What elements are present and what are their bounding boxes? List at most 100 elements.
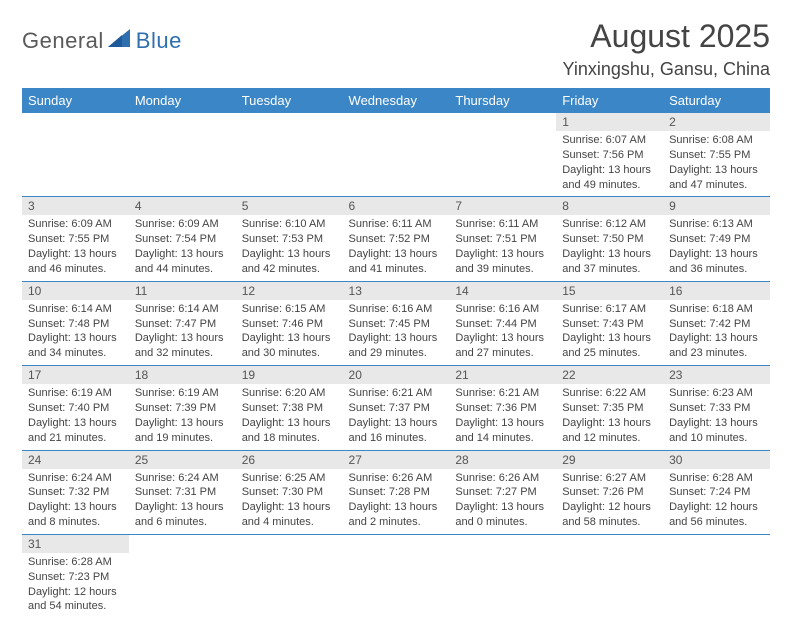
day-data-line: and 18 minutes. bbox=[242, 431, 337, 446]
day-header: Sunday bbox=[22, 88, 129, 113]
day-data-line: Sunset: 7:56 PM bbox=[562, 148, 657, 163]
day-data: Sunrise: 6:21 AMSunset: 7:36 PMDaylight:… bbox=[449, 384, 556, 449]
day-data: Sunrise: 6:15 AMSunset: 7:46 PMDaylight:… bbox=[236, 300, 343, 365]
day-data-line: and 49 minutes. bbox=[562, 178, 657, 193]
calendar-week-row: 31Sunrise: 6:28 AMSunset: 7:23 PMDayligh… bbox=[22, 534, 770, 618]
calendar-cell: 19Sunrise: 6:20 AMSunset: 7:38 PMDayligh… bbox=[236, 366, 343, 450]
day-data-line: and 32 minutes. bbox=[135, 346, 230, 361]
day-data-line: Sunset: 7:50 PM bbox=[562, 232, 657, 247]
calendar-cell: 23Sunrise: 6:23 AMSunset: 7:33 PMDayligh… bbox=[663, 366, 770, 450]
day-data-line: Sunset: 7:43 PM bbox=[562, 317, 657, 332]
calendar-cell: 31Sunrise: 6:28 AMSunset: 7:23 PMDayligh… bbox=[22, 534, 129, 618]
day-data-line: Sunset: 7:24 PM bbox=[669, 485, 764, 500]
day-data-line: Daylight: 13 hours bbox=[562, 331, 657, 346]
day-data: Sunrise: 6:13 AMSunset: 7:49 PMDaylight:… bbox=[663, 215, 770, 280]
day-number: 19 bbox=[236, 366, 343, 384]
day-data-line: Daylight: 13 hours bbox=[455, 247, 550, 262]
day-data-line: Sunset: 7:47 PM bbox=[135, 317, 230, 332]
day-data-line: Daylight: 13 hours bbox=[562, 163, 657, 178]
day-data-line: Sunrise: 6:13 AM bbox=[669, 217, 764, 232]
calendar-week-row: 3Sunrise: 6:09 AMSunset: 7:55 PMDaylight… bbox=[22, 197, 770, 281]
calendar-cell: 9Sunrise: 6:13 AMSunset: 7:49 PMDaylight… bbox=[663, 197, 770, 281]
day-data: Sunrise: 6:07 AMSunset: 7:56 PMDaylight:… bbox=[556, 131, 663, 196]
day-data-line: and 58 minutes. bbox=[562, 515, 657, 530]
day-data-line: Daylight: 13 hours bbox=[242, 331, 337, 346]
day-data-line: Sunset: 7:30 PM bbox=[242, 485, 337, 500]
page-header: General Blue August 2025 Yinxingshu, Gan… bbox=[22, 18, 770, 80]
day-data-line: Sunrise: 6:09 AM bbox=[28, 217, 123, 232]
day-data-line: Sunset: 7:52 PM bbox=[349, 232, 444, 247]
calendar-cell: 25Sunrise: 6:24 AMSunset: 7:31 PMDayligh… bbox=[129, 450, 236, 534]
day-data-line: and 10 minutes. bbox=[669, 431, 764, 446]
day-number: 7 bbox=[449, 197, 556, 215]
day-data-line: and 23 minutes. bbox=[669, 346, 764, 361]
day-number: 12 bbox=[236, 282, 343, 300]
day-data-line: Sunset: 7:37 PM bbox=[349, 401, 444, 416]
calendar-header-row: SundayMondayTuesdayWednesdayThursdayFrid… bbox=[22, 88, 770, 113]
calendar-cell bbox=[663, 534, 770, 618]
day-data-line: Sunrise: 6:26 AM bbox=[349, 471, 444, 486]
day-data-line: Daylight: 13 hours bbox=[135, 416, 230, 431]
day-data: Sunrise: 6:19 AMSunset: 7:39 PMDaylight:… bbox=[129, 384, 236, 449]
logo: General Blue bbox=[22, 18, 182, 54]
day-data-line: Daylight: 13 hours bbox=[562, 247, 657, 262]
day-data-line: Sunrise: 6:26 AM bbox=[455, 471, 550, 486]
day-data: Sunrise: 6:24 AMSunset: 7:32 PMDaylight:… bbox=[22, 469, 129, 534]
title-block: August 2025 Yinxingshu, Gansu, China bbox=[563, 18, 770, 80]
sail-icon bbox=[108, 29, 134, 49]
day-data-line: Sunrise: 6:22 AM bbox=[562, 386, 657, 401]
day-data-line: and 44 minutes. bbox=[135, 262, 230, 277]
day-data-line: Sunset: 7:54 PM bbox=[135, 232, 230, 247]
day-data-line: Sunset: 7:31 PM bbox=[135, 485, 230, 500]
day-data-line: and 39 minutes. bbox=[455, 262, 550, 277]
day-data-line: Sunrise: 6:21 AM bbox=[455, 386, 550, 401]
calendar-cell: 22Sunrise: 6:22 AMSunset: 7:35 PMDayligh… bbox=[556, 366, 663, 450]
day-number: 27 bbox=[343, 451, 450, 469]
day-data: Sunrise: 6:20 AMSunset: 7:38 PMDaylight:… bbox=[236, 384, 343, 449]
day-data-line: Daylight: 13 hours bbox=[349, 500, 444, 515]
day-data-line: Sunset: 7:55 PM bbox=[669, 148, 764, 163]
day-number: 6 bbox=[343, 197, 450, 215]
day-data: Sunrise: 6:26 AMSunset: 7:28 PMDaylight:… bbox=[343, 469, 450, 534]
day-data-line: Daylight: 13 hours bbox=[135, 500, 230, 515]
calendar-cell: 10Sunrise: 6:14 AMSunset: 7:48 PMDayligh… bbox=[22, 281, 129, 365]
day-data-line: Sunrise: 6:14 AM bbox=[135, 302, 230, 317]
day-data-line: Sunrise: 6:27 AM bbox=[562, 471, 657, 486]
day-number: 18 bbox=[129, 366, 236, 384]
day-data-line: Sunrise: 6:25 AM bbox=[242, 471, 337, 486]
day-data: Sunrise: 6:24 AMSunset: 7:31 PMDaylight:… bbox=[129, 469, 236, 534]
day-data-line: and 25 minutes. bbox=[562, 346, 657, 361]
day-data: Sunrise: 6:26 AMSunset: 7:27 PMDaylight:… bbox=[449, 469, 556, 534]
day-data-line: Sunrise: 6:11 AM bbox=[455, 217, 550, 232]
calendar-cell bbox=[556, 534, 663, 618]
day-number: 16 bbox=[663, 282, 770, 300]
day-data-line: and 2 minutes. bbox=[349, 515, 444, 530]
day-number: 25 bbox=[129, 451, 236, 469]
day-data: Sunrise: 6:17 AMSunset: 7:43 PMDaylight:… bbox=[556, 300, 663, 365]
day-number: 30 bbox=[663, 451, 770, 469]
day-data-line: Sunset: 7:40 PM bbox=[28, 401, 123, 416]
day-data-line: and 27 minutes. bbox=[455, 346, 550, 361]
day-data: Sunrise: 6:09 AMSunset: 7:54 PMDaylight:… bbox=[129, 215, 236, 280]
day-data-line: and 19 minutes. bbox=[135, 431, 230, 446]
day-data-line: Sunrise: 6:12 AM bbox=[562, 217, 657, 232]
day-data: Sunrise: 6:22 AMSunset: 7:35 PMDaylight:… bbox=[556, 384, 663, 449]
calendar-week-row: 10Sunrise: 6:14 AMSunset: 7:48 PMDayligh… bbox=[22, 281, 770, 365]
day-data-line: Daylight: 13 hours bbox=[242, 247, 337, 262]
day-data-line: and 54 minutes. bbox=[28, 599, 123, 614]
calendar-cell: 15Sunrise: 6:17 AMSunset: 7:43 PMDayligh… bbox=[556, 281, 663, 365]
day-data-line: Sunset: 7:28 PM bbox=[349, 485, 444, 500]
day-data-line: Daylight: 13 hours bbox=[669, 247, 764, 262]
day-data-line: Sunset: 7:48 PM bbox=[28, 317, 123, 332]
calendar-cell: 29Sunrise: 6:27 AMSunset: 7:26 PMDayligh… bbox=[556, 450, 663, 534]
day-data-line: Sunset: 7:27 PM bbox=[455, 485, 550, 500]
day-data-line: and 21 minutes. bbox=[28, 431, 123, 446]
day-number: 26 bbox=[236, 451, 343, 469]
day-data: Sunrise: 6:14 AMSunset: 7:47 PMDaylight:… bbox=[129, 300, 236, 365]
day-data-line: Daylight: 13 hours bbox=[349, 247, 444, 262]
calendar-cell: 11Sunrise: 6:14 AMSunset: 7:47 PMDayligh… bbox=[129, 281, 236, 365]
day-number: 22 bbox=[556, 366, 663, 384]
day-data-line: Sunrise: 6:21 AM bbox=[349, 386, 444, 401]
day-number: 20 bbox=[343, 366, 450, 384]
calendar-cell: 7Sunrise: 6:11 AMSunset: 7:51 PMDaylight… bbox=[449, 197, 556, 281]
